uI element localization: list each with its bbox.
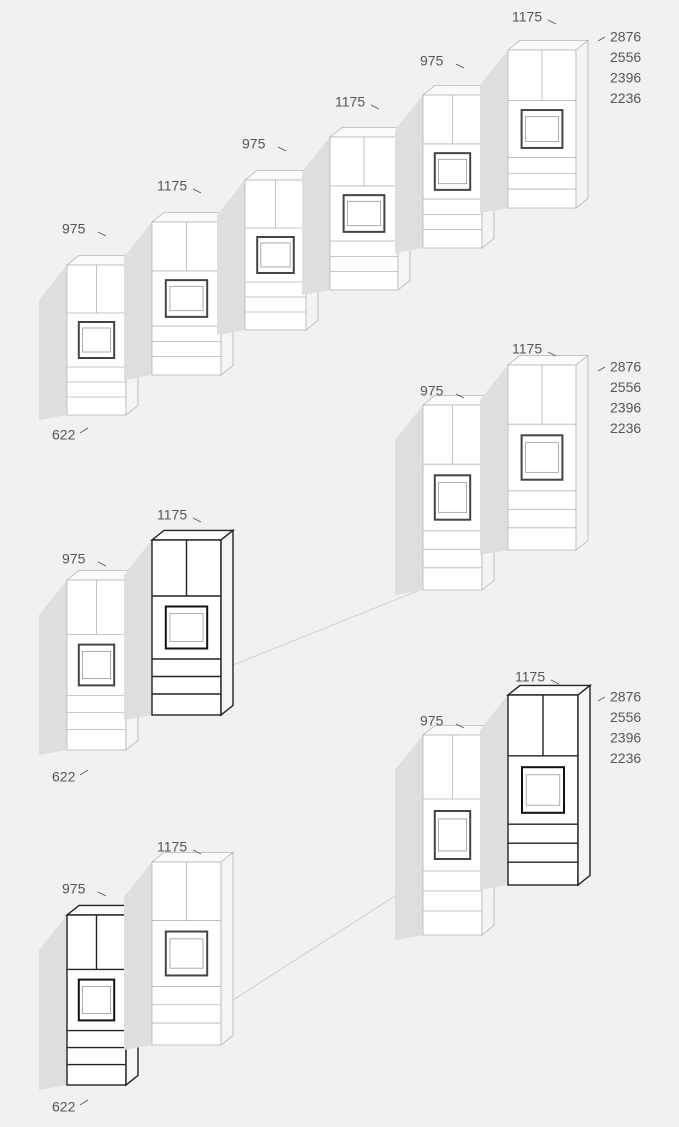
cabinet-side <box>221 530 233 715</box>
dimension-label: 2236 <box>610 90 641 106</box>
dimension-label: 622 <box>52 427 76 443</box>
dimension-label: 622 <box>52 769 76 785</box>
shadow <box>124 222 152 380</box>
link-line <box>233 590 420 665</box>
dimension-tick <box>371 105 379 109</box>
cabinet <box>395 395 494 595</box>
cabinet <box>395 725 494 940</box>
tv <box>522 110 563 148</box>
shadow <box>395 405 423 595</box>
shadow <box>39 915 67 1090</box>
dimension-label: 1175 <box>512 9 542 25</box>
dimension-tick <box>193 189 201 193</box>
dimension-tick <box>80 770 88 775</box>
cabinet-top <box>508 685 590 695</box>
dimension-label: 2876 <box>610 359 641 375</box>
tv <box>435 475 470 519</box>
dimension-label: 975 <box>420 713 444 729</box>
cabinet <box>124 852 233 1050</box>
dimension-label: 2236 <box>610 750 641 766</box>
dimension-label: 975 <box>420 53 444 69</box>
cabinet-side <box>576 40 588 208</box>
dimension-label: 1175 <box>335 94 365 110</box>
cabinet <box>302 127 410 295</box>
dimension-label: 2876 <box>610 29 641 45</box>
dimension-tick <box>598 367 605 371</box>
dimension-label: 1175 <box>157 178 187 194</box>
dimension-label: 1175 <box>515 669 545 685</box>
shadow <box>480 365 508 555</box>
diagram: 975 1175 975 1175 975 1175 2876 2556 2396 2236 622… <box>0 0 679 1127</box>
dimension-tick <box>456 64 464 68</box>
dimension-tick <box>98 892 106 896</box>
dimension-tick <box>598 697 605 701</box>
tv <box>79 980 114 1021</box>
cabinet <box>39 255 138 420</box>
dimension-label: 2396 <box>610 400 641 416</box>
dimension-tick <box>193 518 201 522</box>
tv <box>166 932 207 976</box>
cabinet <box>480 40 588 213</box>
cabinet-side <box>578 685 590 885</box>
dimension-tick <box>548 20 556 24</box>
dimension-tick <box>80 1100 88 1105</box>
tv <box>435 153 470 190</box>
dimension-tick <box>80 428 88 433</box>
shadow <box>217 180 245 335</box>
cabinet <box>480 355 588 555</box>
dimension-label: 2236 <box>610 420 641 436</box>
dimension-label: 2556 <box>610 709 641 725</box>
dimension-label: 2556 <box>610 379 641 395</box>
shadow <box>39 580 67 755</box>
dimension-label: 622 <box>52 1099 76 1115</box>
shadow <box>39 265 67 420</box>
dimension-tick <box>551 680 559 684</box>
cabinet <box>39 570 138 755</box>
dimension-tick <box>98 562 106 566</box>
dimension-label: 975 <box>242 136 266 152</box>
cabinet-top <box>508 355 588 365</box>
shadow <box>124 540 152 720</box>
dimension-tick <box>278 147 286 151</box>
cabinet <box>124 212 233 380</box>
shadow <box>395 95 423 253</box>
shadow <box>480 695 508 890</box>
dimension-label: 2556 <box>610 49 641 65</box>
shadow <box>302 137 330 295</box>
dimension-label: 975 <box>62 221 86 237</box>
dimension-label: 2396 <box>610 730 641 746</box>
cabinet <box>480 685 590 890</box>
dimension-label: 1175 <box>157 839 187 855</box>
link-line <box>233 880 420 1000</box>
dimension-label: 1175 <box>512 341 542 357</box>
tv <box>79 322 114 358</box>
cabinet-side <box>221 852 233 1045</box>
tv <box>79 645 114 686</box>
dimension-tick <box>98 232 106 236</box>
dimension-label: 975 <box>62 881 86 897</box>
cabinet-top <box>152 530 233 540</box>
tv <box>166 280 207 317</box>
tv <box>522 767 564 813</box>
cabinet-top <box>508 40 588 50</box>
cabinet <box>124 530 233 720</box>
dimension-label: 975 <box>62 551 86 567</box>
shadow <box>480 50 508 213</box>
dimension-tick <box>598 37 605 41</box>
tv <box>344 195 385 232</box>
dimension-label: 975 <box>420 383 444 399</box>
dimension-label: 2876 <box>610 689 641 705</box>
tv <box>435 811 470 859</box>
cabinet-side <box>576 355 588 550</box>
cabinet <box>395 85 494 253</box>
shadow <box>124 862 152 1050</box>
cabinet <box>39 905 138 1090</box>
tv <box>522 435 563 479</box>
dimension-label: 1175 <box>157 507 187 523</box>
tv <box>257 237 294 273</box>
tv <box>166 607 207 649</box>
shadow <box>395 735 423 940</box>
dimension-label: 2396 <box>610 70 641 86</box>
